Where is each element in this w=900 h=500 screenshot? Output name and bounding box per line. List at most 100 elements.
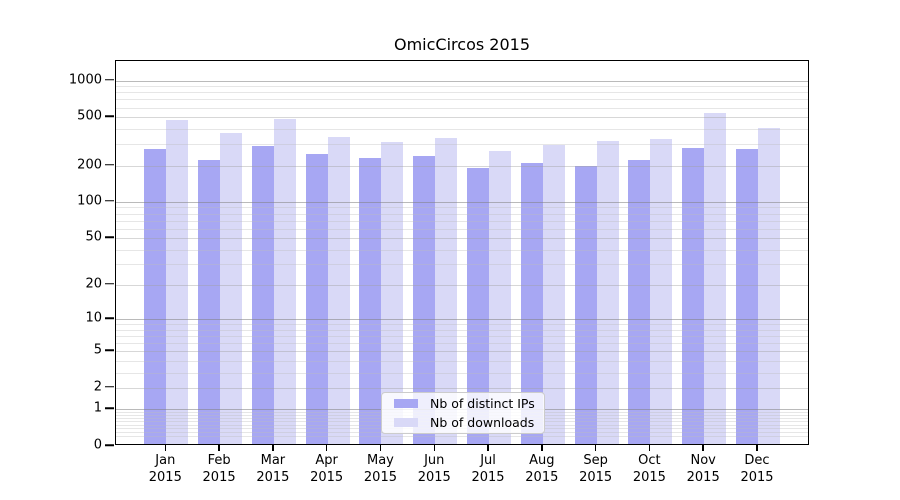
- x-tick-mark: [541, 445, 543, 451]
- x-tick-label: Jul 2015: [456, 452, 520, 486]
- x-tick-mark: [756, 445, 758, 451]
- y-tick-mark: [105, 115, 114, 117]
- x-tick-month: Feb: [207, 453, 231, 468]
- gridline: [116, 165, 808, 167]
- y-tick-mark: [105, 386, 114, 388]
- legend-label-downloads: Nb of downloads: [430, 415, 535, 430]
- bars-layer: [116, 61, 808, 444]
- bar-downloads-jan: [166, 120, 189, 444]
- x-tick-month: Dec: [744, 453, 770, 468]
- x-tick-mark: [218, 445, 220, 451]
- gridline: [116, 372, 808, 374]
- legend-swatch-distinct-ips: [394, 399, 418, 408]
- gridline: [116, 129, 808, 130]
- legend-row-downloads: Nb of downloads: [388, 415, 538, 430]
- x-tick-mark: [164, 445, 167, 451]
- gridline: [116, 319, 808, 321]
- x-tick-month: Apr: [315, 453, 338, 468]
- legend-label-distinct-ips: Nb of distinct IPs: [430, 396, 535, 411]
- bar-ips-nov: [682, 147, 705, 444]
- gridline: [116, 264, 808, 266]
- gridline: [116, 213, 808, 215]
- x-tick-label: Apr 2015: [295, 452, 359, 486]
- x-tick-label: Mar 2015: [241, 452, 305, 486]
- y-tick-label: 100: [77, 193, 102, 209]
- gridline: [116, 249, 808, 251]
- x-tick-label: Feb 2015: [187, 452, 251, 486]
- x-tick-mark: [487, 445, 489, 451]
- x-tick-year: 2015: [202, 470, 236, 485]
- gridline: [116, 284, 808, 286]
- y-tick-mark: [105, 236, 114, 238]
- bar-downloads-may: [381, 142, 404, 444]
- gridline: [116, 86, 808, 88]
- x-tick-year: 2015: [256, 470, 290, 485]
- bar-ips-feb: [198, 160, 221, 444]
- y-tick-label: 20: [85, 276, 102, 292]
- gridline: [116, 201, 808, 203]
- bar-downloads-aug: [542, 144, 565, 444]
- y-tick-label: 10: [85, 310, 102, 326]
- bar-downloads-nov: [704, 113, 727, 444]
- bar-downloads-feb: [220, 133, 243, 444]
- x-tick-label: Oct 2015: [617, 452, 681, 486]
- gridline: [116, 387, 808, 389]
- x-tick-label: May 2015: [348, 452, 412, 486]
- gridline: [116, 343, 808, 345]
- gridline: [116, 92, 808, 94]
- x-tick-month: May: [367, 453, 394, 468]
- bar-ips-apr: [305, 153, 328, 444]
- y-tick-mark: [105, 349, 114, 351]
- bar-ips-jun: [413, 155, 436, 444]
- x-tick-label: Jan 2015: [133, 452, 197, 486]
- x-tick-label: Jun 2015: [402, 452, 466, 486]
- bar-downloads-oct: [650, 138, 673, 444]
- x-tick-month: Jun: [424, 453, 445, 468]
- bar-ips-dec: [735, 149, 758, 444]
- y-tick-label: 2: [93, 379, 102, 395]
- x-tick-month: Jul: [480, 453, 496, 468]
- x-tick-month: Jan: [155, 453, 176, 468]
- x-tick-year: 2015: [525, 470, 559, 485]
- gridline: [116, 336, 808, 338]
- x-tick-year: 2015: [310, 470, 344, 485]
- gridline: [116, 436, 808, 438]
- x-tick-label: Aug 2015: [510, 452, 574, 486]
- x-tick-mark: [325, 445, 328, 451]
- chart-title: OmicCircos 2015: [394, 35, 530, 54]
- x-tick-year: 2015: [148, 470, 182, 485]
- y-tick-label: 5: [93, 342, 102, 358]
- bar-downloads-dec: [757, 127, 780, 444]
- y-tick-label: 0: [93, 437, 102, 453]
- gridline: [116, 107, 808, 109]
- legend-row-distinct-ips: Nb of distinct IPs: [388, 396, 538, 411]
- x-tick-label: Nov 2015: [671, 452, 735, 486]
- y-tick-mark: [105, 283, 114, 285]
- bar-ips-mar: [251, 146, 274, 444]
- y-tick-label: 50: [85, 229, 102, 245]
- bar-downloads-apr: [327, 137, 350, 444]
- x-tick-month: Oct: [638, 453, 661, 468]
- bar-ips-sep: [574, 165, 597, 444]
- legend-swatch-downloads: [394, 418, 418, 427]
- x-tick-year: 2015: [686, 470, 720, 485]
- bar-ips-may: [359, 158, 382, 444]
- x-tick-year: 2015: [417, 470, 451, 485]
- legend: Nb of distinct IPs Nb of downloads: [381, 392, 545, 434]
- x-tick-month: Aug: [529, 453, 555, 468]
- y-tick-mark: [105, 444, 114, 446]
- x-tick-mark: [594, 445, 597, 451]
- x-tick-year: 2015: [471, 470, 505, 485]
- x-tick-mark: [702, 445, 704, 451]
- gridline: [116, 99, 808, 101]
- gridline: [116, 351, 808, 353]
- y-tick-mark: [105, 407, 114, 410]
- bar-ips-aug: [520, 163, 543, 444]
- x-tick-label: Dec 2015: [725, 452, 789, 486]
- gridline: [116, 144, 808, 146]
- bar-downloads-jul: [489, 151, 512, 444]
- y-tick-mark: [105, 200, 114, 202]
- x-tick-year: 2015: [632, 470, 666, 485]
- x-tick-month: Sep: [583, 453, 608, 468]
